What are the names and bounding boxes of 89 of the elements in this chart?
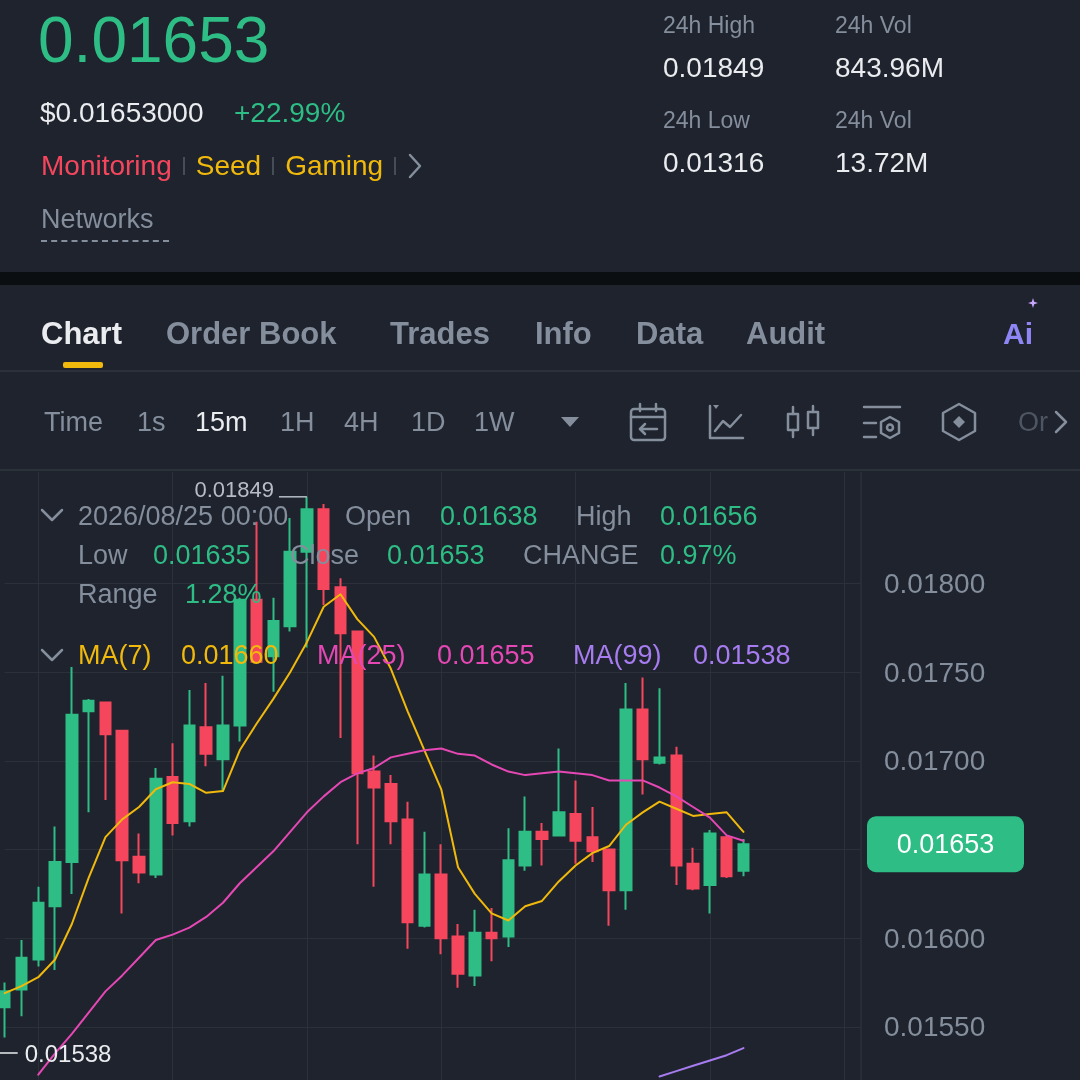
candlestick — [468, 908, 482, 988]
text: 4H — [344, 406, 379, 437]
text: +22.99% — [234, 97, 346, 128]
text: Chart — [41, 315, 122, 351]
candlestick — [434, 843, 448, 956]
candlestick — [535, 821, 549, 867]
annotation: Open — [345, 500, 412, 531]
annotation: 0.01638 — [440, 500, 538, 531]
text: 24h Low — [663, 106, 750, 133]
annotation: 0.01538 — [693, 639, 791, 670]
candlestick — [602, 848, 616, 927]
y-tick-label: 0.01550 — [884, 1011, 986, 1043]
candlestick — [48, 825, 62, 972]
candlestick — [451, 923, 465, 989]
text: $0.01653000 — [40, 97, 204, 128]
y-tick-label: 0.01700 — [884, 745, 986, 777]
text: Order Book — [166, 315, 337, 351]
annotation: 0.01655 — [437, 639, 535, 670]
annotation: 0.01656 — [660, 500, 758, 531]
candlestick — [401, 800, 414, 950]
text: 1s — [137, 406, 166, 437]
annotation: 0.97% — [660, 539, 737, 570]
text: MA(99) — [573, 639, 662, 670]
text: 15m — [195, 406, 248, 437]
text: 24h Vol — [835, 11, 912, 38]
annotation: Range — [78, 578, 158, 609]
candlestick — [216, 674, 230, 793]
candlestick — [65, 665, 79, 895]
candlestick — [0, 981, 11, 1039]
candlestick — [166, 742, 179, 837]
text: 1H — [280, 406, 315, 437]
candlestick — [115, 729, 129, 915]
text: 0.01316 — [663, 147, 765, 178]
candlestick — [15, 938, 28, 1018]
text: Seed — [195, 150, 262, 181]
annotation: 2026/08/25 00:00 — [78, 500, 289, 531]
annotation: High — [576, 500, 632, 531]
candlestick — [518, 795, 532, 872]
candlestick — [32, 885, 45, 968]
text: MA(7) — [78, 639, 152, 670]
candlestick — [132, 832, 146, 885]
candlestick — [586, 806, 599, 863]
text: 0.01653 — [38, 4, 270, 76]
candlestick — [720, 834, 733, 879]
line-series — [658, 1047, 745, 1078]
candlestick — [99, 701, 112, 801]
text: Ai — [1003, 317, 1033, 350]
candlestick — [686, 846, 700, 892]
candlestick — [619, 681, 633, 911]
candlestick — [569, 779, 582, 865]
text: Trades — [390, 315, 490, 351]
y-tick-label: 0.01600 — [884, 922, 986, 954]
candlestick — [653, 687, 666, 766]
text: 1D — [411, 406, 446, 437]
text: 0.01653 — [896, 829, 995, 860]
candlestick — [485, 907, 498, 963]
candlestick — [384, 774, 398, 846]
candlestick — [183, 689, 196, 828]
candlestick — [737, 837, 750, 878]
text: 1W — [474, 406, 515, 437]
text: Info — [535, 315, 592, 351]
text: Gaming — [285, 150, 384, 181]
candlestick — [367, 754, 381, 888]
candlestick — [199, 681, 213, 768]
text: Data — [636, 315, 704, 351]
text: 24h High — [663, 11, 756, 38]
candlestick — [670, 745, 683, 887]
text: 843.96M — [835, 52, 944, 83]
candlestick — [552, 747, 566, 837]
text: Monitoring — [41, 150, 172, 181]
candlestick — [418, 830, 431, 929]
candlestick — [82, 697, 95, 814]
y-tick-label: 0.01800 — [884, 568, 986, 600]
candlestick — [502, 827, 515, 949]
text: Networks — [41, 203, 154, 234]
candlestick — [636, 676, 649, 796]
text: 0.01653 — [387, 539, 485, 570]
annotation: 0.01635 — [153, 539, 251, 570]
text: 24h Vol — [835, 106, 912, 133]
annotation: Low — [78, 539, 128, 570]
candlestick — [703, 829, 717, 915]
text: Time — [44, 406, 103, 437]
text: 13.72M — [835, 147, 929, 178]
annotation: 0.01849 — [194, 477, 274, 503]
candlestick — [149, 767, 163, 879]
text: Audit — [746, 315, 826, 351]
annotation: CHANGE — [523, 539, 639, 570]
text: 0.01849 — [663, 52, 765, 83]
y-tick-label: 0.01750 — [884, 656, 986, 688]
